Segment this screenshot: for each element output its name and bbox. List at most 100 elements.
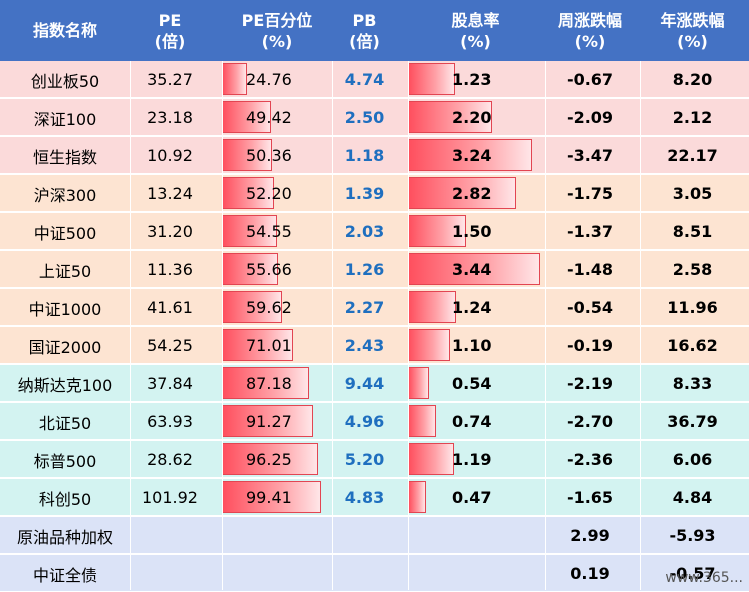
dividend-value: 1.23 xyxy=(452,70,492,89)
yearly-change: 2.12 xyxy=(672,108,713,127)
dividend-bar xyxy=(408,481,427,513)
dividend-cell xyxy=(408,555,543,592)
weekly-change: -2.19 xyxy=(566,374,614,393)
table-row: 沪深300 13.24 52.20 1.39 2.82 -1.75 3.05 xyxy=(0,175,749,212)
pe-value: 28.62 xyxy=(147,450,193,469)
pb-value: 2.50 xyxy=(344,108,385,127)
table-row: 科创50 101.92 99.41 4.83 0.47 -1.65 4.84 xyxy=(0,479,749,516)
column-divider xyxy=(640,61,641,590)
column-divider xyxy=(130,61,131,590)
yearly-change: 8.20 xyxy=(672,70,713,89)
dividend-value: 1.10 xyxy=(452,336,492,355)
weekly-change: -0.67 xyxy=(566,70,614,89)
pb-value: 4.83 xyxy=(344,488,385,507)
column-header-5: 周涨跌幅 (%) xyxy=(545,0,635,61)
pe-percentile-value: 52.20 xyxy=(246,184,292,203)
column-header-2: PE百分位 (%) xyxy=(222,0,332,61)
weekly-change: -1.37 xyxy=(566,222,614,241)
column-divider xyxy=(545,61,546,590)
column-header-4: 股息率 (%) xyxy=(408,0,543,61)
column-header-unit: (%) xyxy=(574,31,606,51)
pe-percentile-value: 24.76 xyxy=(246,70,292,89)
weekly-change: -2.36 xyxy=(566,450,614,469)
index-name: 纳斯达克100 xyxy=(17,375,113,395)
dividend-cell: 1.24 xyxy=(408,289,543,326)
pe-percentile-cell: 71.01 xyxy=(222,327,332,364)
table-header: 指数名称 PE (倍) PE百分位 (%) PB (倍) 股息率 (%) 周涨跌幅 (%) 年涨跌幅(… xyxy=(0,0,749,61)
pe-percentile-cell: 99.41 xyxy=(222,479,332,516)
pb-value: 2.43 xyxy=(344,336,385,355)
yearly-change: 8.51 xyxy=(672,222,713,241)
column-header-6: 年涨跌幅 (%) xyxy=(640,0,745,61)
index-name: 标普500 xyxy=(33,451,97,471)
weekly-change: -1.48 xyxy=(566,260,614,279)
pe-percentile-value: 71.01 xyxy=(246,336,292,355)
weekly-change: 0.19 xyxy=(570,564,610,583)
dividend-bar xyxy=(408,443,454,475)
weekly-change: -2.70 xyxy=(566,412,614,431)
yearly-change: 2.58 xyxy=(672,260,713,279)
pe-percentile-cell: 50.36 xyxy=(222,137,332,174)
dividend-bar xyxy=(408,215,466,247)
column-header-title: 指数名称 xyxy=(32,21,97,40)
pe-value: 31.20 xyxy=(147,222,193,241)
column-header-unit: (%) xyxy=(460,31,491,51)
table-row: 原油品种加权 2.99 -5.93 xyxy=(0,517,749,554)
dividend-cell: 2.82 xyxy=(408,175,543,212)
yearly-change: 4.84 xyxy=(672,488,713,507)
yearly-change: -5.93 xyxy=(669,526,716,545)
dividend-value: 2.20 xyxy=(452,108,492,127)
dividend-bar xyxy=(408,367,429,399)
pe-percentile-value: 91.27 xyxy=(246,412,292,431)
dividend-value: 0.54 xyxy=(452,374,492,393)
pe-percentile-value: 99.41 xyxy=(246,488,292,507)
pb-value: 1.39 xyxy=(344,184,385,203)
yearly-change: -0.57 xyxy=(669,564,716,583)
dividend-bar xyxy=(408,291,456,323)
pe-value xyxy=(130,517,210,554)
pe-percentile-cell: 96.25 xyxy=(222,441,332,478)
index-name: 北证50 xyxy=(38,413,92,433)
pe-percentile-value: 50.36 xyxy=(246,146,292,165)
index-name: 沪深300 xyxy=(33,185,97,205)
dividend-cell: 1.23 xyxy=(408,61,543,98)
pe-percentile-cell: 59.62 xyxy=(222,289,332,326)
dividend-cell: 0.47 xyxy=(408,479,543,516)
column-header-unit: (倍) xyxy=(154,31,186,51)
dividend-cell: 3.44 xyxy=(408,251,543,288)
column-header-unit: (%) xyxy=(261,31,293,51)
table-row: 标普500 28.62 96.25 5.20 1.19 -2.36 6.06 xyxy=(0,441,749,478)
dividend-value: 3.44 xyxy=(452,260,492,279)
dividend-value: 2.82 xyxy=(452,184,492,203)
weekly-change: -1.65 xyxy=(566,488,614,507)
pe-percentile-cell: 87.18 xyxy=(222,365,332,402)
dividend-cell: 0.54 xyxy=(408,365,543,402)
pe-percentile-cell: 91.27 xyxy=(222,403,332,440)
dividend-cell: 1.19 xyxy=(408,441,543,478)
column-header-1: PE (倍) xyxy=(130,0,210,61)
watermark: www.365... xyxy=(665,570,743,586)
index-name: 创业板50 xyxy=(30,71,100,91)
index-name: 国证2000 xyxy=(28,337,102,357)
pe-value: 23.18 xyxy=(147,108,193,127)
column-header-unit: (倍) xyxy=(349,31,380,51)
table-row: 恒生指数 10.92 50.36 1.18 3.24 -3.47 22.17 xyxy=(0,137,749,174)
dividend-cell: 3.24 xyxy=(408,137,543,174)
column-divider xyxy=(222,61,223,590)
table-row: 创业板50 35.27 24.76 4.74 1.23 -0.67 8.20 xyxy=(0,61,749,98)
pe-percentile-bar xyxy=(222,481,322,513)
yearly-change: 22.17 xyxy=(667,146,718,165)
index-name: 深证100 xyxy=(33,109,97,129)
pe-percentile-value: 96.25 xyxy=(246,450,292,469)
dividend-cell xyxy=(408,517,543,554)
pe-value: 11.36 xyxy=(147,260,193,279)
pe-percentile-cell: 55.66 xyxy=(222,251,332,288)
index-name: 中证500 xyxy=(33,223,97,243)
index-name: 恒生指数 xyxy=(32,147,97,167)
dividend-bar xyxy=(408,63,456,95)
pe-percentile-value: 49.42 xyxy=(246,108,292,127)
column-header-title: 股息率 xyxy=(451,10,500,30)
pe-percentile-value: 59.62 xyxy=(246,298,292,317)
table-row: 中证1000 41.61 59.62 2.27 1.24 -0.54 11.96 xyxy=(0,289,749,326)
index-name: 中证1000 xyxy=(28,299,102,319)
